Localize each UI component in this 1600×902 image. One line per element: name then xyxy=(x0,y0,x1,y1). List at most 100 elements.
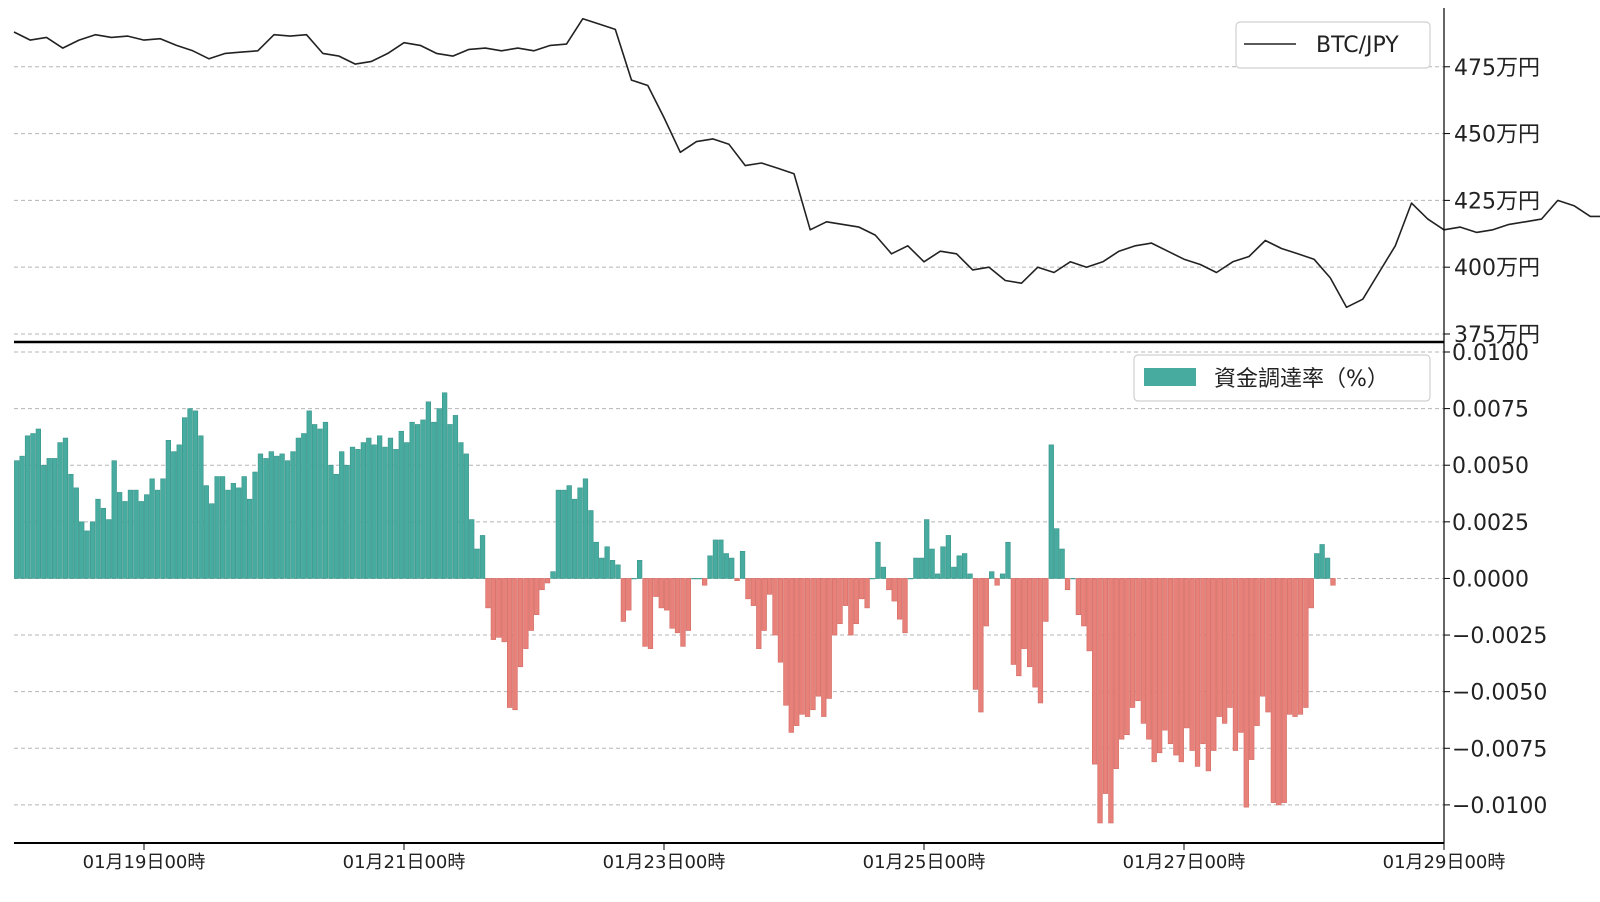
funding-ytick-label: 0.0000 xyxy=(1452,567,1529,592)
funding-bar-negative xyxy=(1140,578,1147,724)
funding-bar-negative xyxy=(826,578,832,699)
funding-bar-negative xyxy=(1178,578,1184,763)
funding-bar-negative xyxy=(626,578,632,611)
funding-bar-negative xyxy=(1287,578,1293,715)
funding-bar-positive xyxy=(133,489,139,579)
funding-bar-negative xyxy=(799,578,805,715)
funding-bar-negative xyxy=(1162,578,1168,731)
funding-bar-negative xyxy=(1292,578,1298,717)
funding-bar-positive xyxy=(35,428,42,579)
funding-bar-negative xyxy=(1129,578,1136,708)
funding-bar-positive xyxy=(1319,544,1325,579)
funding-bar-positive xyxy=(940,546,946,579)
funding-bar-negative xyxy=(983,578,989,627)
funding-bar-positive xyxy=(100,507,107,579)
funding-bar-positive xyxy=(230,483,237,579)
price-ytick-label: 425万円 xyxy=(1454,189,1540,214)
funding-bar-negative xyxy=(821,578,827,717)
funding-bar-positive xyxy=(956,555,962,579)
funding-ytick-label: 0.0025 xyxy=(1452,511,1529,536)
funding-bar-positive xyxy=(951,566,957,579)
funding-bar-negative xyxy=(1081,578,1087,627)
funding-bar-positive xyxy=(404,442,410,579)
funding-bar-negative xyxy=(496,578,502,638)
funding-bar-negative xyxy=(658,578,664,609)
funding-bar-negative xyxy=(810,578,816,711)
funding-bar-negative xyxy=(1189,578,1195,751)
funding-bar-positive xyxy=(247,498,253,579)
x-tick-label: 01月25日00時 xyxy=(863,852,986,873)
funding-bar-positive xyxy=(209,503,215,579)
funding-bar-positive xyxy=(41,464,47,579)
funding-bar-negative xyxy=(1124,578,1130,735)
funding-bar-positive xyxy=(95,498,101,579)
funding-bar-positive xyxy=(420,419,426,579)
x-tick-label: 01月23日00時 xyxy=(603,852,726,873)
funding-bar-negative xyxy=(859,578,865,600)
funding-bar-positive xyxy=(79,521,85,579)
funding-bar-negative xyxy=(761,578,767,631)
funding-bar-negative xyxy=(766,578,773,595)
funding-bar-negative xyxy=(1200,578,1206,745)
funding-bar-positive xyxy=(51,458,58,579)
funding-bar-negative xyxy=(669,578,675,629)
funding-bar-positive xyxy=(609,560,616,579)
funding-bar-positive xyxy=(604,546,610,579)
funding-bar-negative xyxy=(1216,578,1222,717)
funding-bar-negative xyxy=(886,578,892,591)
funding-bar-negative xyxy=(1211,578,1217,751)
funding-bar-negative xyxy=(528,578,534,631)
price-ytick-label: 400万円 xyxy=(1454,256,1540,281)
funding-bar-negative xyxy=(756,578,762,649)
funding-bar-positive xyxy=(571,498,578,579)
funding-bar-positive xyxy=(214,476,220,579)
funding-bar-positive xyxy=(398,430,404,579)
funding-bar-positive xyxy=(14,460,20,579)
funding-bar-positive xyxy=(117,492,123,579)
funding-bar-positive xyxy=(723,553,729,579)
price-line xyxy=(13,17,1600,309)
funding-bar-positive xyxy=(263,458,269,579)
funding-bar-negative xyxy=(674,578,681,634)
funding-bar-positive xyxy=(301,433,307,579)
funding-bar-negative xyxy=(1194,578,1201,767)
funding-ytick-label: −0.0025 xyxy=(1452,624,1547,649)
funding-bar-positive xyxy=(122,501,128,579)
funding-bar-positive xyxy=(561,489,567,579)
funding-bar-negative xyxy=(664,578,670,611)
funding-bar-positive xyxy=(46,458,52,579)
funding-rate-panel: 0.0100 0.0075 0.0050 0.0025 0.0000 −0.0025 −0.… xyxy=(14,341,1547,824)
funding-bar-positive xyxy=(1324,557,1331,579)
funding-bar-negative xyxy=(1265,578,1271,713)
funding-bar-negative xyxy=(1238,578,1244,733)
funding-bar-positive xyxy=(187,408,193,579)
funding-bar-positive xyxy=(577,487,583,579)
funding-bar-positive xyxy=(945,535,952,579)
funding-bar-positive xyxy=(474,548,480,579)
funding-bar-positive xyxy=(24,435,31,579)
funding-bar-negative xyxy=(1086,578,1092,652)
funding-bar-negative xyxy=(1173,578,1179,756)
funding-ytick-label: 0.0050 xyxy=(1452,454,1529,479)
funding-bar-negative xyxy=(1303,578,1309,708)
funding-bar-negative xyxy=(750,578,757,606)
funding-bar-positive xyxy=(328,464,334,579)
funding-bar-positive xyxy=(913,557,919,579)
funding-bar-positive xyxy=(241,476,247,579)
funding-bar-positive xyxy=(284,460,291,579)
funding-bar-positive xyxy=(355,449,361,579)
funding-bar-negative xyxy=(853,578,859,625)
funding-bar-negative xyxy=(978,578,984,713)
funding-bar-negative xyxy=(1092,578,1098,765)
funding-bar-positive xyxy=(160,478,166,579)
funding-bar-positive xyxy=(452,415,459,579)
funding-bar-negative xyxy=(1167,578,1174,745)
funding-bar-positive xyxy=(203,485,209,579)
funding-bar-positive xyxy=(566,485,572,579)
funding-ytick-label: 0.0100 xyxy=(1452,341,1529,366)
funding-ytick-label: 0.0075 xyxy=(1452,398,1529,423)
funding-bar-positive xyxy=(382,446,388,579)
funding-bar-positive xyxy=(176,444,182,579)
funding-bar-positive xyxy=(339,451,345,579)
price-ytick-label: 375万円 xyxy=(1454,323,1540,348)
